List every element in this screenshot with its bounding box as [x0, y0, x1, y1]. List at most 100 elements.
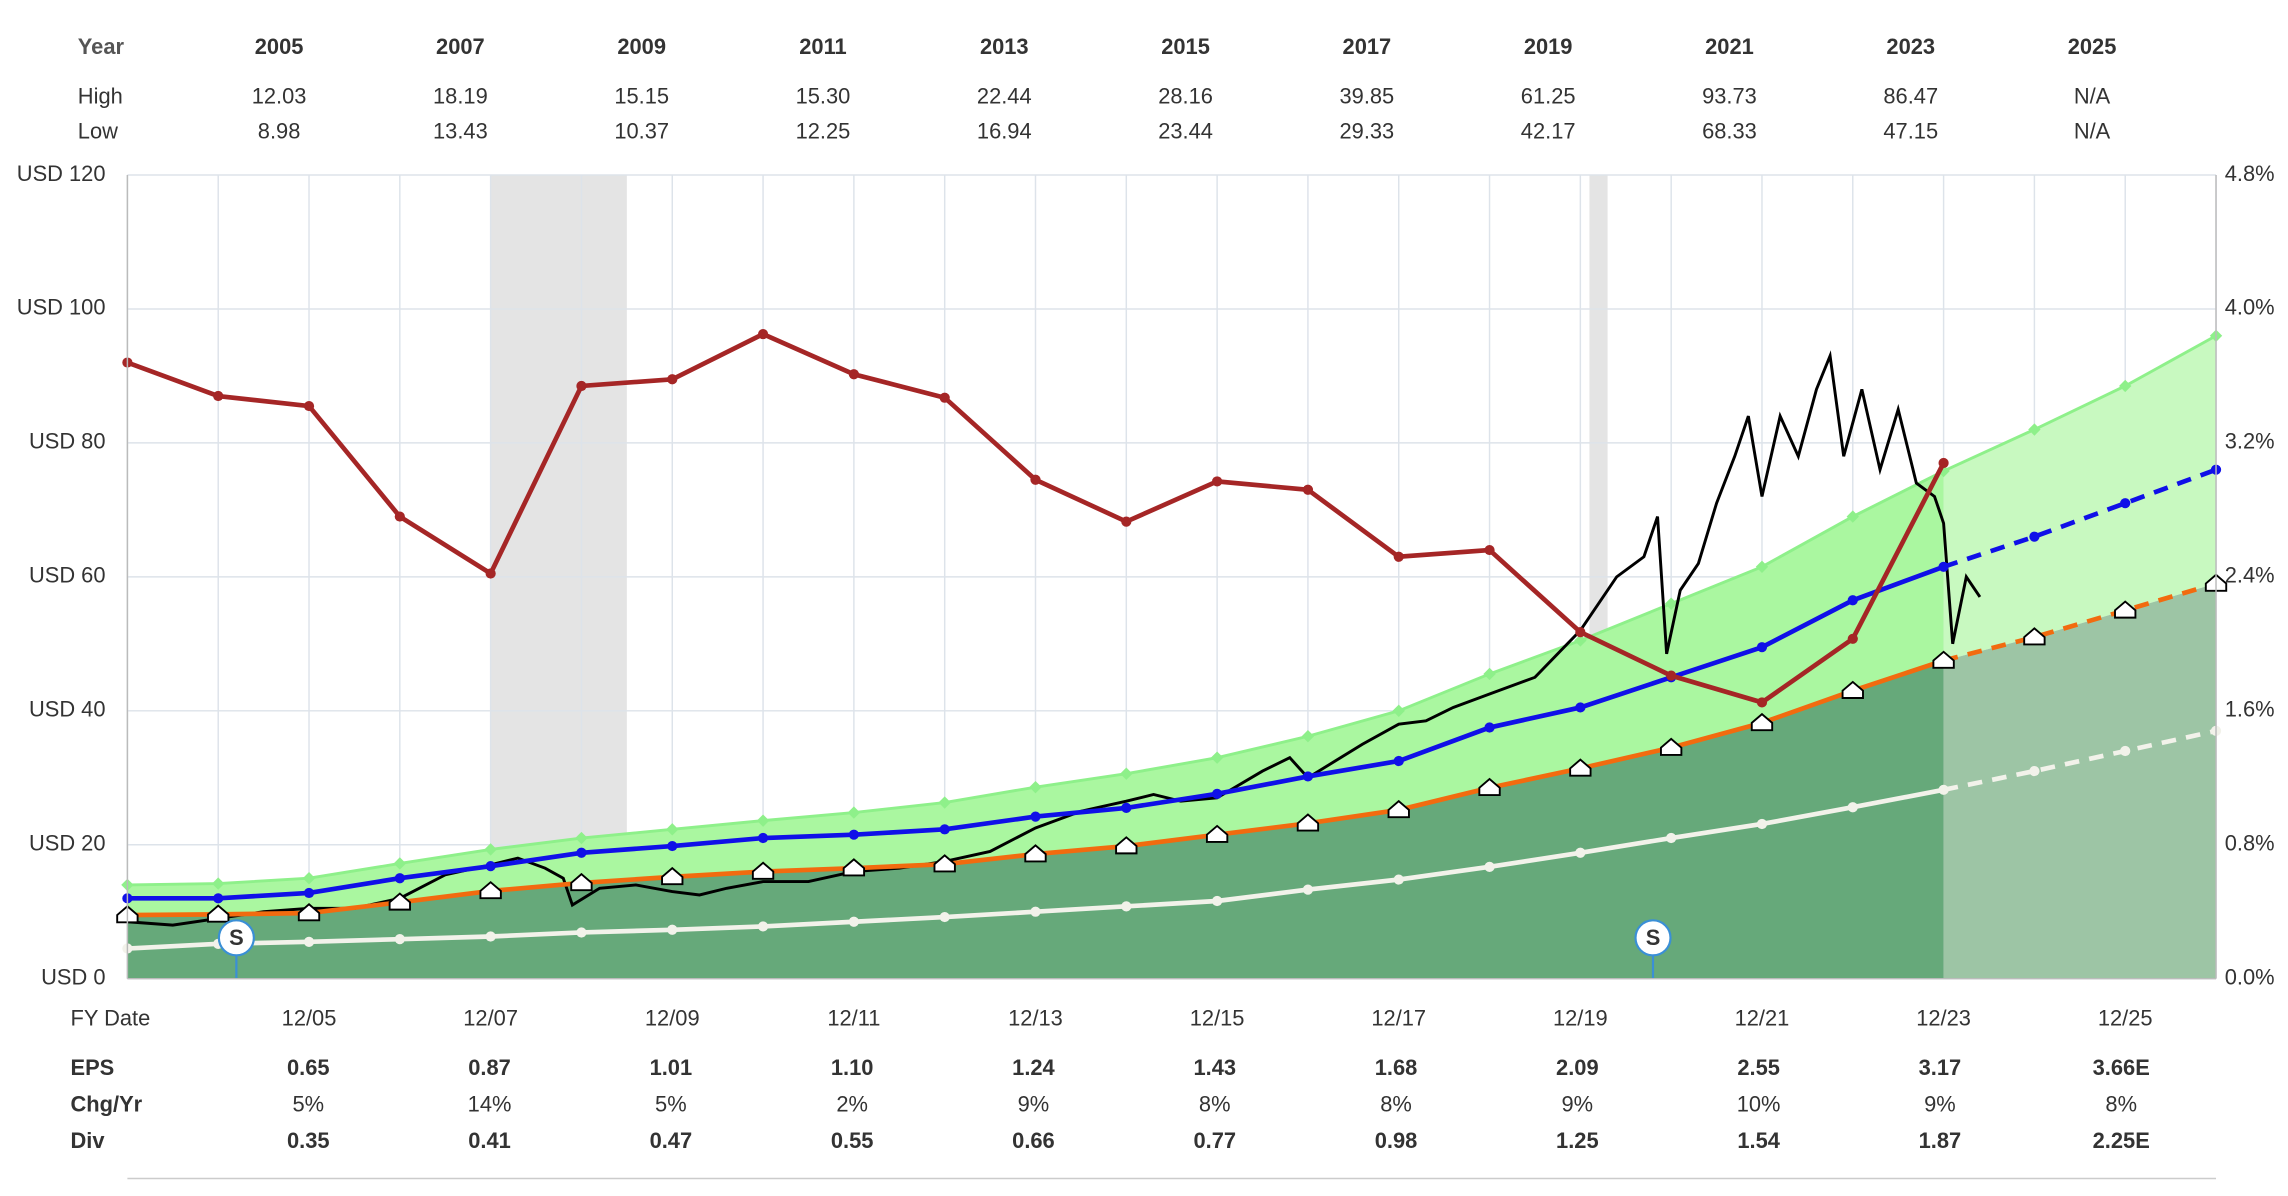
marker-dividends: [576, 927, 587, 938]
marker-dividends: [303, 936, 315, 947]
marker-dividends: [1575, 847, 1586, 858]
table-cell: 0.77: [1193, 1128, 1236, 1153]
earnings-marker: [1205, 824, 1229, 843]
table-cell: 18.19: [433, 84, 488, 109]
table-cell: 12.25: [796, 119, 851, 144]
table-cell: 86.47: [1883, 84, 1938, 109]
x-tick-label: 12/07: [463, 1005, 518, 1030]
marker-yield: [848, 369, 859, 380]
marker-normal: [848, 829, 859, 840]
marker-normal: [1393, 755, 1404, 767]
marker-dividends: [2120, 745, 2131, 757]
marker-yield: [757, 328, 769, 340]
marker-dividends: [485, 931, 496, 942]
earnings-area-estimate: [1943, 583, 2217, 979]
x-tick-label: 12/11: [827, 1005, 880, 1030]
table-cell: 1.68: [1375, 1055, 1418, 1080]
marker-dividends: [848, 916, 859, 927]
table-cell: 39.85: [1340, 84, 1395, 109]
table-cell: 15.15: [614, 84, 669, 109]
marker-dividends: [757, 921, 769, 932]
marker-yield: [1756, 697, 1768, 708]
value-band-area: [127, 471, 1944, 916]
value-band-marker: [1664, 597, 1678, 610]
y-tick-label: USD 20: [29, 831, 106, 856]
x-tick-label: 12/15: [1190, 1005, 1245, 1030]
table-row-label: Low: [78, 119, 118, 144]
table-cell: 68.33: [1702, 119, 1757, 144]
marker-yield: [576, 380, 587, 392]
earnings-marker: [1932, 650, 1955, 669]
marker-normal: [757, 832, 769, 844]
marker-normal: [1302, 771, 1314, 782]
table-cell: 0.41: [468, 1128, 511, 1153]
table-row-label: EPS: [71, 1055, 115, 1080]
y2-tick-label: 4.0%: [2225, 295, 2275, 320]
table-cell: 23.44: [1158, 119, 1213, 144]
y-tick-label: USD 40: [29, 697, 106, 722]
table-cell: 0.47: [650, 1128, 693, 1153]
table-cell: 9%: [1924, 1091, 1956, 1116]
value-band-marker: [756, 814, 770, 827]
table-cell: 0.65: [287, 1055, 330, 1080]
table-cell: 12.03: [252, 84, 307, 109]
table-cell: 5%: [655, 1091, 687, 1116]
marker-normal: [1575, 702, 1586, 713]
marker-dividends: [1847, 802, 1858, 813]
y-tick-label: USD 100: [17, 295, 106, 320]
marker-normal: [1030, 811, 1041, 822]
marker-normal: [2120, 498, 2131, 509]
y2-tick-label: 1.6%: [2225, 697, 2275, 722]
table-header-cell: 2013: [980, 34, 1029, 59]
table-cell: 1.43: [1193, 1055, 1236, 1080]
table-cell: 0.55: [831, 1128, 874, 1153]
x-tick-label: 12/09: [645, 1005, 700, 1030]
x-tick-label: 12/23: [1916, 1005, 1971, 1030]
table-header-label: Year: [78, 34, 125, 59]
table-header-cell: 2021: [1705, 34, 1754, 59]
marker-yield: [485, 568, 496, 579]
table-row-label: High: [78, 84, 123, 109]
marker-dividends: [1756, 818, 1768, 830]
value-band-marker: [938, 796, 951, 809]
marker-yield: [213, 390, 224, 402]
y-tick-label: USD 60: [29, 563, 106, 588]
marker-dividends: [1938, 784, 1949, 795]
earnings-marker: [388, 892, 411, 911]
marker-normal: [213, 893, 224, 904]
table-row-label: Chg/Yr: [71, 1091, 143, 1116]
table-cell: 0.66: [1012, 1128, 1055, 1153]
marker-yield: [1302, 484, 1314, 495]
marker-normal: [576, 847, 587, 858]
marker-normal: [1484, 722, 1495, 733]
earnings-marker: [2023, 627, 2046, 646]
table-cell: 0.87: [468, 1055, 511, 1080]
earnings-marker: [1660, 737, 1683, 756]
earnings-marker: [933, 854, 956, 873]
earnings-marker: [661, 866, 684, 886]
marker-dividends: [1484, 861, 1495, 872]
table-cell: 1.25: [1556, 1128, 1599, 1153]
table-cell: 28.16: [1158, 84, 1213, 109]
table-cell: N/A: [2074, 119, 2111, 144]
y2-tick-label: 0.8%: [2225, 831, 2275, 856]
value-band-marker: [2119, 379, 2132, 393]
marker-dividends: [1212, 895, 1223, 907]
earnings-marker: [1296, 813, 1320, 832]
x-tick-label: 12/05: [282, 1005, 337, 1030]
table-cell: 1.01: [650, 1055, 693, 1080]
table-row-label: Div: [71, 1128, 106, 1153]
y2-tick-label: 4.8%: [2225, 161, 2275, 186]
table-cell: 1.24: [1012, 1055, 1055, 1080]
earnings-marker: [1478, 777, 1501, 797]
marker-yield: [303, 400, 315, 412]
x-tick-label: 12/25: [2098, 1005, 2153, 1030]
marker-dividends: [1030, 906, 1041, 917]
table-cell: 8%: [1199, 1091, 1231, 1116]
x-tick-label: 12/21: [1735, 1005, 1790, 1030]
table-cell: 8%: [1380, 1091, 1412, 1116]
table-cell: 14%: [468, 1091, 512, 1116]
table-cell: 3.66E: [2093, 1055, 2150, 1080]
